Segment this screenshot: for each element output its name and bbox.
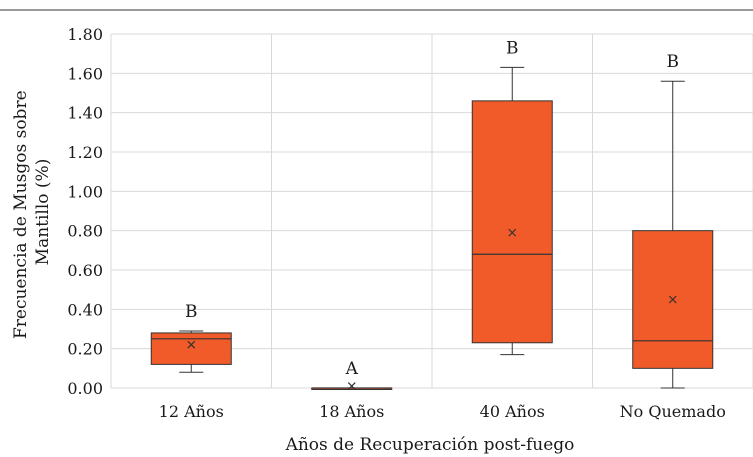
x-tick-label: 18 Años — [319, 402, 384, 421]
grid-layer — [110, 33, 753, 389]
mean-marker-stroke — [347, 382, 356, 390]
box-group: B — [471, 38, 553, 356]
y-tick-label: 1.00 — [67, 182, 103, 201]
mean-marker-stroke — [508, 228, 517, 237]
mean-marker — [347, 382, 356, 390]
y-tick-label: 0.60 — [67, 261, 103, 280]
y-tick-label: 1.40 — [67, 104, 103, 123]
x-axis-title: Años de Recuperación post-fuego — [285, 435, 575, 455]
y-tick-label: 0.40 — [67, 300, 103, 319]
significance-label: B — [667, 52, 680, 72]
y-tick-labels: 0.00 0.20 0.40 0.60 0.80 1.00 1.20 1.40 1.60 1.80 — [67, 25, 103, 398]
y-axis-title-line-2: Mantillo (%) — [33, 159, 53, 266]
y-axis-title-line-1: Frecuencia de Musgos sobre — [11, 90, 31, 339]
mean-marker — [187, 340, 196, 349]
significance-label: B — [185, 302, 198, 322]
y-tick-label: 1.20 — [67, 143, 103, 162]
mean-marker — [508, 228, 517, 237]
significance-label: B — [506, 38, 519, 58]
x-tick-label: No Quemado — [620, 402, 726, 421]
x-tick-label: 40 Años — [480, 402, 545, 421]
significance-label: A — [345, 359, 359, 379]
mean-marker-stroke — [668, 295, 677, 304]
mean-marker — [668, 295, 677, 304]
y-tick-label: 1.60 — [67, 64, 103, 83]
y-tick-label: 0.20 — [67, 340, 103, 359]
box-group: A — [311, 359, 393, 390]
box — [471, 100, 553, 344]
y-tick-label: 1.80 — [67, 25, 103, 44]
box-group: B — [632, 52, 714, 389]
x-tick-labels: 12 Años 18 Años 40 Años No Quemado — [159, 402, 726, 421]
y-tick-label: 0.00 — [67, 379, 103, 398]
y-tick-label: 0.80 — [67, 222, 103, 241]
mean-marker-stroke — [187, 340, 196, 349]
box — [150, 332, 232, 365]
y-axis-title: Frecuencia de Musgos sobre Mantillo (%) — [11, 85, 53, 339]
x-tick-label: 12 Años — [159, 402, 224, 421]
box-group: B — [150, 302, 232, 373]
boxes-layer: B A B B — [150, 38, 714, 390]
